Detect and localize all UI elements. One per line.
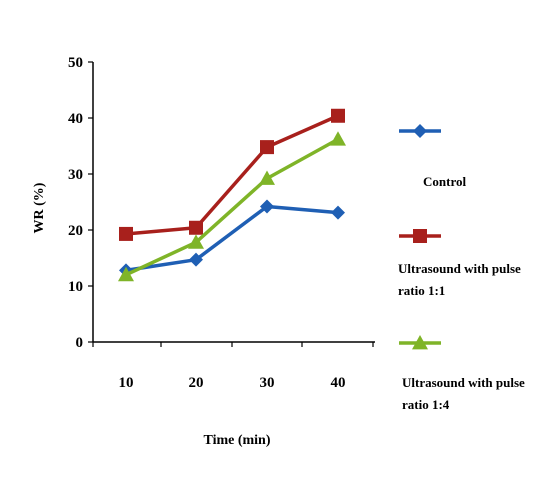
legend-swatch-marker (413, 229, 427, 243)
legend: Control Ultrasound with pulse ratio 1:1 Ult… (398, 124, 525, 412)
data-point-series-3 (330, 131, 346, 146)
x-tick-label: 40 (331, 375, 346, 391)
plot-area: 0 10 20 30 40 50 10 20 30 40 Time (min) WR (%) (32, 55, 375, 448)
legend-swatch-marker (412, 335, 428, 350)
data-point-series-2 (331, 108, 345, 123)
series-line-2 (125, 114, 339, 236)
data-point-series-3 (188, 234, 204, 249)
series-line-3 (125, 137, 339, 277)
data-point-series-2 (189, 220, 203, 235)
y-axis-title: WR (%) (32, 182, 47, 233)
data-point-series-2 (260, 140, 274, 155)
y-tick-label: 30 (68, 167, 83, 183)
data-point-series-2 (119, 226, 133, 241)
data-point-series-3 (118, 266, 134, 282)
y-tick-label: 10 (68, 279, 83, 295)
data-point-series-1 (331, 205, 345, 220)
data-point-series-1 (260, 199, 274, 214)
y-tick-label: 20 (68, 223, 83, 239)
legend-label: Control (423, 174, 466, 189)
y-tick-label: 0 (76, 335, 84, 351)
data-point-series-1 (189, 252, 203, 267)
legend-label: Ultrasound with pulse (402, 375, 525, 390)
data-point-series-3 (259, 170, 275, 185)
legend-label: ratio 1:1 (398, 283, 445, 298)
x-tick-label: 10 (119, 375, 134, 391)
y-tick-label: 50 (68, 55, 83, 71)
legend-swatch-marker (413, 124, 427, 138)
series-line-1 (125, 204, 339, 273)
x-tick-label: 20 (189, 375, 204, 391)
x-tick-label: 30 (260, 375, 275, 391)
x-axis-title: Time (min) (203, 433, 270, 448)
y-tick-label: 40 (68, 111, 83, 127)
legend-label: ratio 1:4 (402, 397, 450, 412)
legend-label: Ultrasound with pulse (398, 261, 521, 276)
